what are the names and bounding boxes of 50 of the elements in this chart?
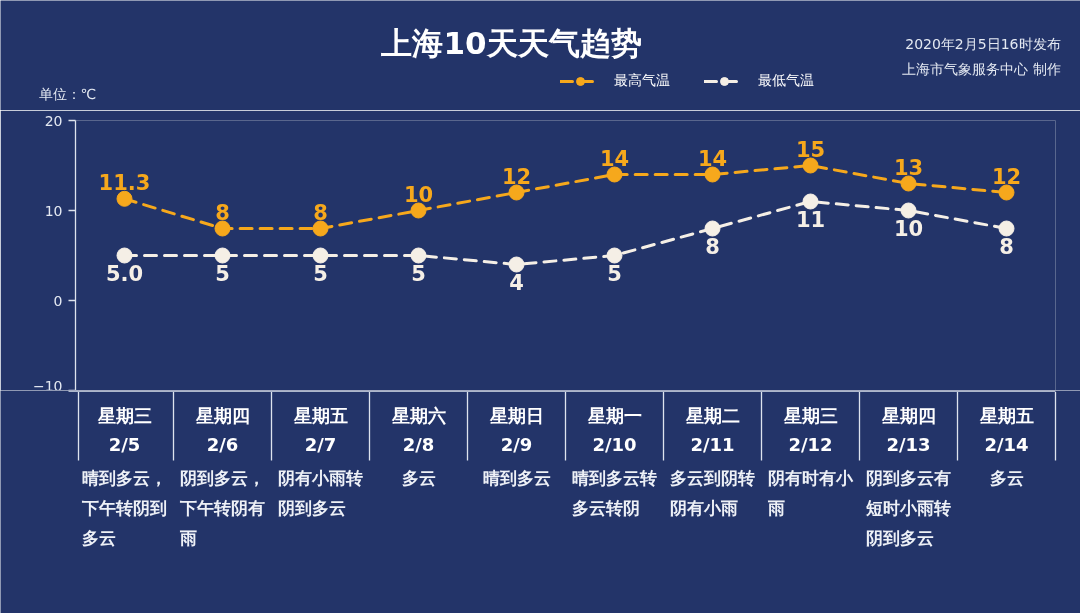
x-tick-label: 星期五 2/7 [292,405,348,455]
text: 2020年2月5日16时发布 [905,35,1061,52]
data-label: 5 [313,261,328,286]
legend-label: 最低气温 [758,72,814,90]
data-label: 14 [697,146,728,171]
data-label: 10 [403,182,434,207]
y-tick-label: 20 [44,112,63,129]
x-tick-label: 星期日 2/9 [488,405,544,455]
text: 阴有时有小雨 [767,467,854,518]
legend-label: 最高气温 [614,72,670,90]
data-label: 15 [795,137,826,162]
data-label: 11.3 [98,170,151,195]
data-label: 4 [509,270,524,295]
text: 阴到多云，下午转阴有雨 [179,467,265,548]
data-label: 5 [607,261,622,286]
data-label: 8 [705,234,720,259]
text: 晴到多云 [482,467,551,488]
text: 多云 [989,467,1024,488]
data-label: 8 [215,200,230,225]
x-tick-label: 星期三 2/5 [96,405,152,455]
data-label: 14 [599,146,630,171]
y-tick-label: 0 [53,292,63,309]
y-tick-label: −10 [32,377,63,394]
y-axis-title: 单位：℃ [38,85,97,102]
text: 晴到多云，下午转阴到多云 [81,467,167,548]
data-label: 12 [501,164,532,189]
x-tick-label: 星期三 2/12 [782,405,838,455]
text: 晴到多云转多云转阴 [572,467,657,518]
x-tick-label: 星期六 2/8 [390,405,446,455]
text: 多云到阴转阴有小雨 [670,467,755,518]
text: 多云 [401,467,436,488]
data-label: 8 [313,200,328,225]
x-tick-label: 星期五 2/14 [978,405,1034,455]
text: 阴有小雨转阴到多云 [278,467,363,518]
data-label: 5 [215,261,230,286]
text: 上海市气象服务中心 制作 [902,60,1061,77]
y-tick-label: 10 [44,202,63,219]
data-label: 11 [795,207,826,232]
data-label: 10 [893,216,924,241]
x-tick-label: 星期四 2/13 [880,405,936,455]
data-label: 5.0 [105,261,144,286]
x-tick-label: 星期四 2/6 [194,405,250,455]
text: 阴到多云有短时小雨转阴到多云 [865,467,951,548]
data-label: 13 [893,155,924,180]
x-tick-label: 星期一 2/10 [586,405,642,455]
data-label: 12 [991,164,1022,189]
data-label: 5 [411,261,426,286]
data-label: 8 [999,234,1014,259]
chart-title: 上海10天天气趋势 [380,24,642,61]
x-tick-label: 星期二 2/11 [684,405,740,455]
